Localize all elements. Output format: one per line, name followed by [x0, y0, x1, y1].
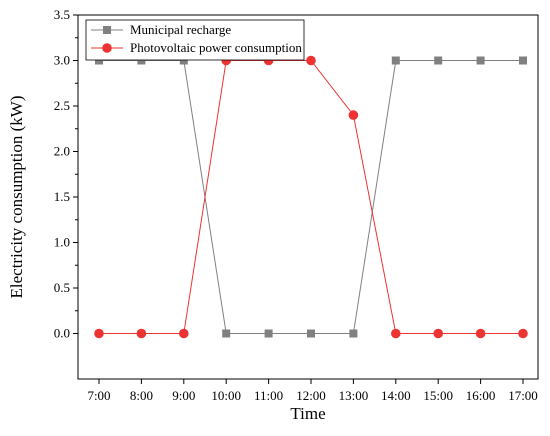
data-point — [179, 328, 189, 339]
data-point — [222, 329, 231, 338]
x-tick-label: 13:00 — [339, 388, 369, 403]
legend-box — [85, 19, 305, 61]
y-tick-label: 1.0 — [54, 235, 70, 250]
data-point — [349, 329, 358, 338]
data-point — [306, 55, 316, 66]
data-point — [518, 328, 528, 339]
data-point — [307, 329, 315, 338]
series-layer — [94, 55, 528, 339]
y-axis: 0.0 0.5 1.0 1.5 2.0 2.5 3.0 3.5 — [54, 7, 78, 341]
x-tick-label: 17:00 — [508, 388, 538, 403]
data-point — [137, 56, 146, 65]
data-point — [391, 328, 401, 339]
legend-label: Photovoltaic power consumption — [130, 40, 302, 55]
y-tick-label: 2.0 — [54, 144, 70, 159]
data-point — [519, 56, 527, 65]
data-point — [391, 56, 400, 65]
y-tick-label: 0.0 — [54, 326, 70, 341]
data-point — [434, 56, 443, 65]
x-tick-label: 16:00 — [466, 388, 496, 403]
data-point — [94, 328, 104, 339]
legend: Municipal recharge Photovoltaic power con… — [85, 19, 305, 61]
series-line — [99, 60, 523, 334]
legend-marker — [103, 26, 111, 34]
y-axis-title: Electricity consumption (kW) — [7, 96, 26, 299]
x-axis-title: Time — [290, 404, 325, 423]
series-line — [99, 60, 523, 334]
x-axis: 7:00 8:00 9:00 10:00 11:00 12:00 13:00 14:00 15:… — [87, 379, 538, 403]
legend-marker — [102, 43, 112, 53]
data-point — [475, 328, 486, 339]
plot-frame — [77, 14, 539, 380]
data-point — [179, 56, 188, 65]
y-tick-label: 2.5 — [54, 98, 70, 113]
x-tick-label: 15:00 — [423, 388, 453, 403]
x-tick-label: 14:00 — [381, 388, 411, 403]
x-tick-label: 10:00 — [211, 388, 241, 403]
x-tick-label: 11:00 — [254, 388, 283, 403]
data-point — [264, 329, 273, 338]
data-point — [95, 56, 103, 65]
y-tick-label: 0.5 — [54, 280, 70, 295]
x-tick-label: 9:00 — [172, 388, 195, 403]
y-tick-label: 3.5 — [54, 7, 70, 22]
data-point — [476, 56, 485, 65]
y-tick-label: 1.5 — [54, 189, 70, 204]
x-tick-label: 7:00 — [87, 388, 110, 403]
data-point — [136, 328, 147, 339]
data-point — [433, 328, 444, 339]
data-point — [348, 110, 359, 120]
x-tick-label: 12:00 — [296, 388, 326, 403]
legend-label: Municipal recharge — [130, 22, 231, 37]
x-tick-label: 8:00 — [130, 388, 153, 403]
y-tick-label: 3.0 — [54, 53, 70, 68]
